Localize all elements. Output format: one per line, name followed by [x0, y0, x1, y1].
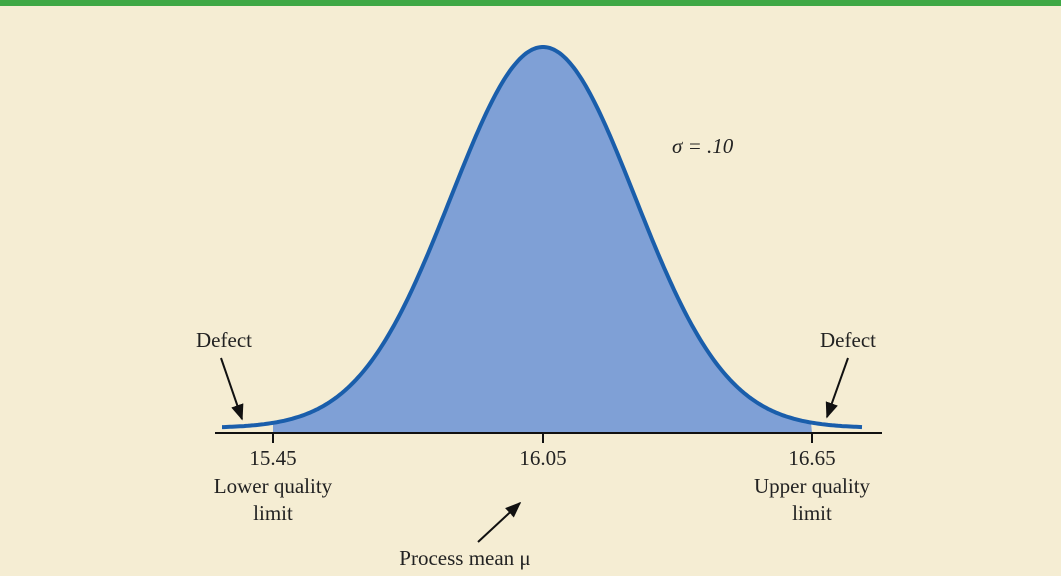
top-bar: [0, 0, 1061, 6]
arrow: [477, 501, 522, 543]
limit-label: Upper quality: [754, 474, 871, 498]
limit-label: Lower quality: [214, 474, 333, 498]
limit-value: 15.45: [249, 446, 296, 470]
normal-curve: [222, 45, 863, 430]
defect-label: Defect: [196, 328, 252, 352]
limit-value: 16.65: [788, 446, 835, 470]
limit-label: limit: [792, 501, 832, 525]
limit-label: limit: [253, 501, 293, 525]
mean-label: Process mean μ: [399, 546, 530, 570]
defect-label: Defect: [820, 328, 876, 352]
arrow: [825, 357, 849, 419]
sigma-label: σ = .10: [672, 134, 734, 158]
curve-fill: [273, 47, 812, 433]
arrow: [220, 357, 244, 421]
mean-value: 16.05: [519, 446, 566, 470]
